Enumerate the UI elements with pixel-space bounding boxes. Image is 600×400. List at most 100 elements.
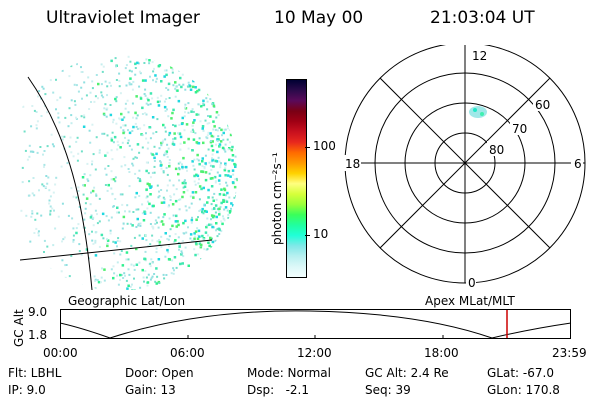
emission-pixel	[238, 238, 241, 241]
emission-pixel	[171, 68, 174, 71]
emission-pixel	[172, 272, 175, 275]
emission-pixel	[21, 181, 24, 184]
emission-pixel	[183, 185, 187, 188]
emission-pixel	[191, 149, 194, 152]
emission-pixel	[205, 259, 209, 262]
emission-pixel	[38, 90, 41, 93]
emission-pixel	[37, 95, 40, 98]
emission-pixel	[32, 55, 35, 58]
emission-pixel	[222, 217, 225, 220]
emission-pixel	[103, 114, 106, 117]
emission-pixel	[75, 140, 78, 143]
emission-pixel	[145, 102, 148, 105]
emission-pixel	[237, 192, 238, 195]
emission-pixel	[61, 202, 64, 205]
emission-pixel	[233, 219, 236, 222]
emission-pixel	[207, 115, 209, 117]
emission-pixel	[210, 272, 213, 274]
emission-pixel	[35, 111, 38, 113]
emission-pixel	[193, 158, 196, 161]
emission-pixel	[145, 169, 148, 173]
emission-pixel	[29, 280, 32, 282]
emission-pixel	[220, 270, 223, 273]
emission-pixel	[193, 174, 196, 178]
emission-pixel	[61, 259, 64, 262]
emission-pixel	[189, 237, 192, 240]
emission-pixel	[61, 69, 64, 72]
emission-pixel	[153, 165, 156, 168]
emission-pixel	[172, 267, 175, 270]
emission-pixel	[77, 186, 80, 189]
emission-pixel	[228, 251, 231, 254]
emission-pixel	[24, 89, 27, 92]
emission-pixel	[82, 184, 85, 187]
emission-pixel	[109, 232, 112, 235]
emission-pixel	[101, 132, 104, 135]
emission-pixel	[133, 289, 136, 290]
emission-pixel	[188, 273, 191, 276]
emission-pixel	[195, 173, 198, 177]
emission-pixel	[218, 183, 221, 186]
emission-pixel	[192, 239, 195, 242]
emission-pixel	[122, 215, 126, 219]
emission-pixel	[73, 100, 76, 103]
emission-pixel	[145, 211, 147, 214]
emission-pixel	[144, 88, 147, 91]
emission-pixel	[159, 221, 162, 223]
emission-pixel	[196, 287, 199, 290]
emission-pixel	[168, 235, 171, 238]
emission-pixel	[184, 103, 187, 106]
emission-pixel	[235, 126, 238, 129]
emission-pixel	[85, 197, 89, 200]
emission-pixel	[198, 103, 201, 106]
emission-pixel	[205, 275, 208, 278]
emission-pixel	[128, 144, 131, 147]
emission-pixel	[55, 108, 57, 111]
emission-pixel	[97, 280, 101, 284]
emission-pixel	[178, 208, 181, 211]
emission-pixel	[105, 173, 108, 176]
emission-pixel	[138, 169, 141, 172]
emission-pixel	[89, 174, 92, 177]
emission-pixel	[48, 189, 51, 192]
emission-pixel	[143, 212, 147, 215]
emission-pixel	[224, 249, 227, 252]
emission-pixel	[187, 269, 190, 272]
emission-pixel	[130, 148, 133, 151]
emission-pixel	[139, 178, 141, 181]
emission-pixel	[99, 281, 102, 284]
emission-pixel	[31, 212, 34, 215]
emission-pixel	[194, 191, 198, 194]
emission-pixel	[203, 167, 206, 170]
emission-pixel	[237, 73, 238, 77]
emission-pixel	[240, 275, 243, 278]
emission-pixel	[72, 239, 75, 241]
emission-pixel	[226, 138, 229, 141]
emission-pixel	[207, 131, 210, 134]
emission-pixel	[147, 103, 150, 106]
emission-pixel	[218, 233, 221, 235]
emission-pixel	[160, 80, 163, 83]
emission-pixel	[228, 129, 231, 131]
emission-pixel	[125, 64, 128, 67]
emission-pixel	[167, 115, 170, 118]
emission-pixel	[226, 209, 229, 212]
emission-pixel	[200, 170, 203, 173]
emission-pixel	[106, 107, 109, 110]
emission-pixel	[110, 268, 113, 271]
emission-pixel	[214, 93, 217, 96]
emission-pixel	[206, 224, 209, 227]
emission-pixel	[141, 268, 144, 272]
emission-pixel	[163, 198, 166, 201]
emission-pixel	[151, 61, 154, 64]
emission-pixel	[130, 70, 133, 73]
emission-pixel	[194, 289, 197, 290]
emission-pixel	[131, 130, 134, 132]
emission-pixel	[206, 72, 209, 75]
emission-pixel	[190, 221, 193, 224]
emission-pixel	[157, 104, 161, 107]
emission-pixel	[183, 278, 186, 281]
emission-pixel	[177, 162, 180, 165]
emission-pixel	[111, 131, 114, 134]
emission-pixel	[106, 151, 109, 154]
